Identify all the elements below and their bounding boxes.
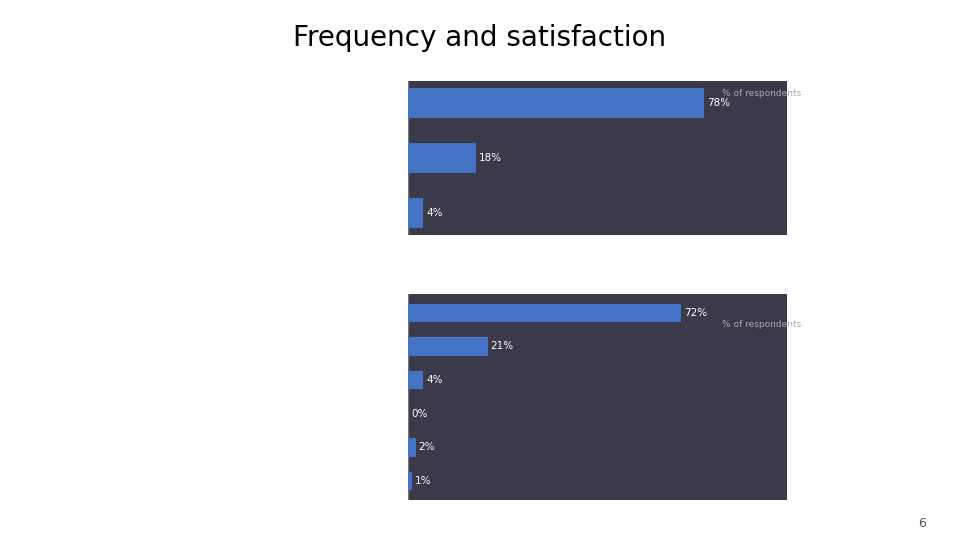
Text: 72%: 72% (684, 308, 708, 318)
Bar (408, 303, 681, 322)
Text: 78%: 78% (707, 98, 730, 108)
Text: % of respondents: % of respondents (722, 89, 802, 98)
Bar (408, 338, 488, 356)
Text: 6: 6 (919, 517, 926, 530)
Bar (408, 88, 704, 118)
Text: 4%: 4% (426, 375, 443, 385)
Bar (408, 143, 476, 173)
Text: Frequency and satisfaction: Frequency and satisfaction (294, 24, 666, 52)
Text: 4%: 4% (426, 208, 443, 218)
Text: 1%: 1% (415, 476, 431, 486)
Bar (408, 371, 423, 389)
Bar (408, 198, 423, 228)
Text: 18%: 18% (479, 153, 502, 163)
Text: How often do you use the database (any format)?: How often do you use the database (any f… (365, 50, 696, 63)
Bar (408, 471, 412, 490)
Text: 0%: 0% (411, 409, 427, 419)
Text: % of respondents: % of respondents (722, 320, 802, 329)
Text: Overall, how well does the DoBIH meet your needs?: Overall, how well does the DoBIH meet yo… (358, 272, 703, 285)
Text: 21%: 21% (491, 341, 514, 352)
Text: 2%: 2% (419, 442, 435, 453)
Bar (408, 438, 416, 456)
